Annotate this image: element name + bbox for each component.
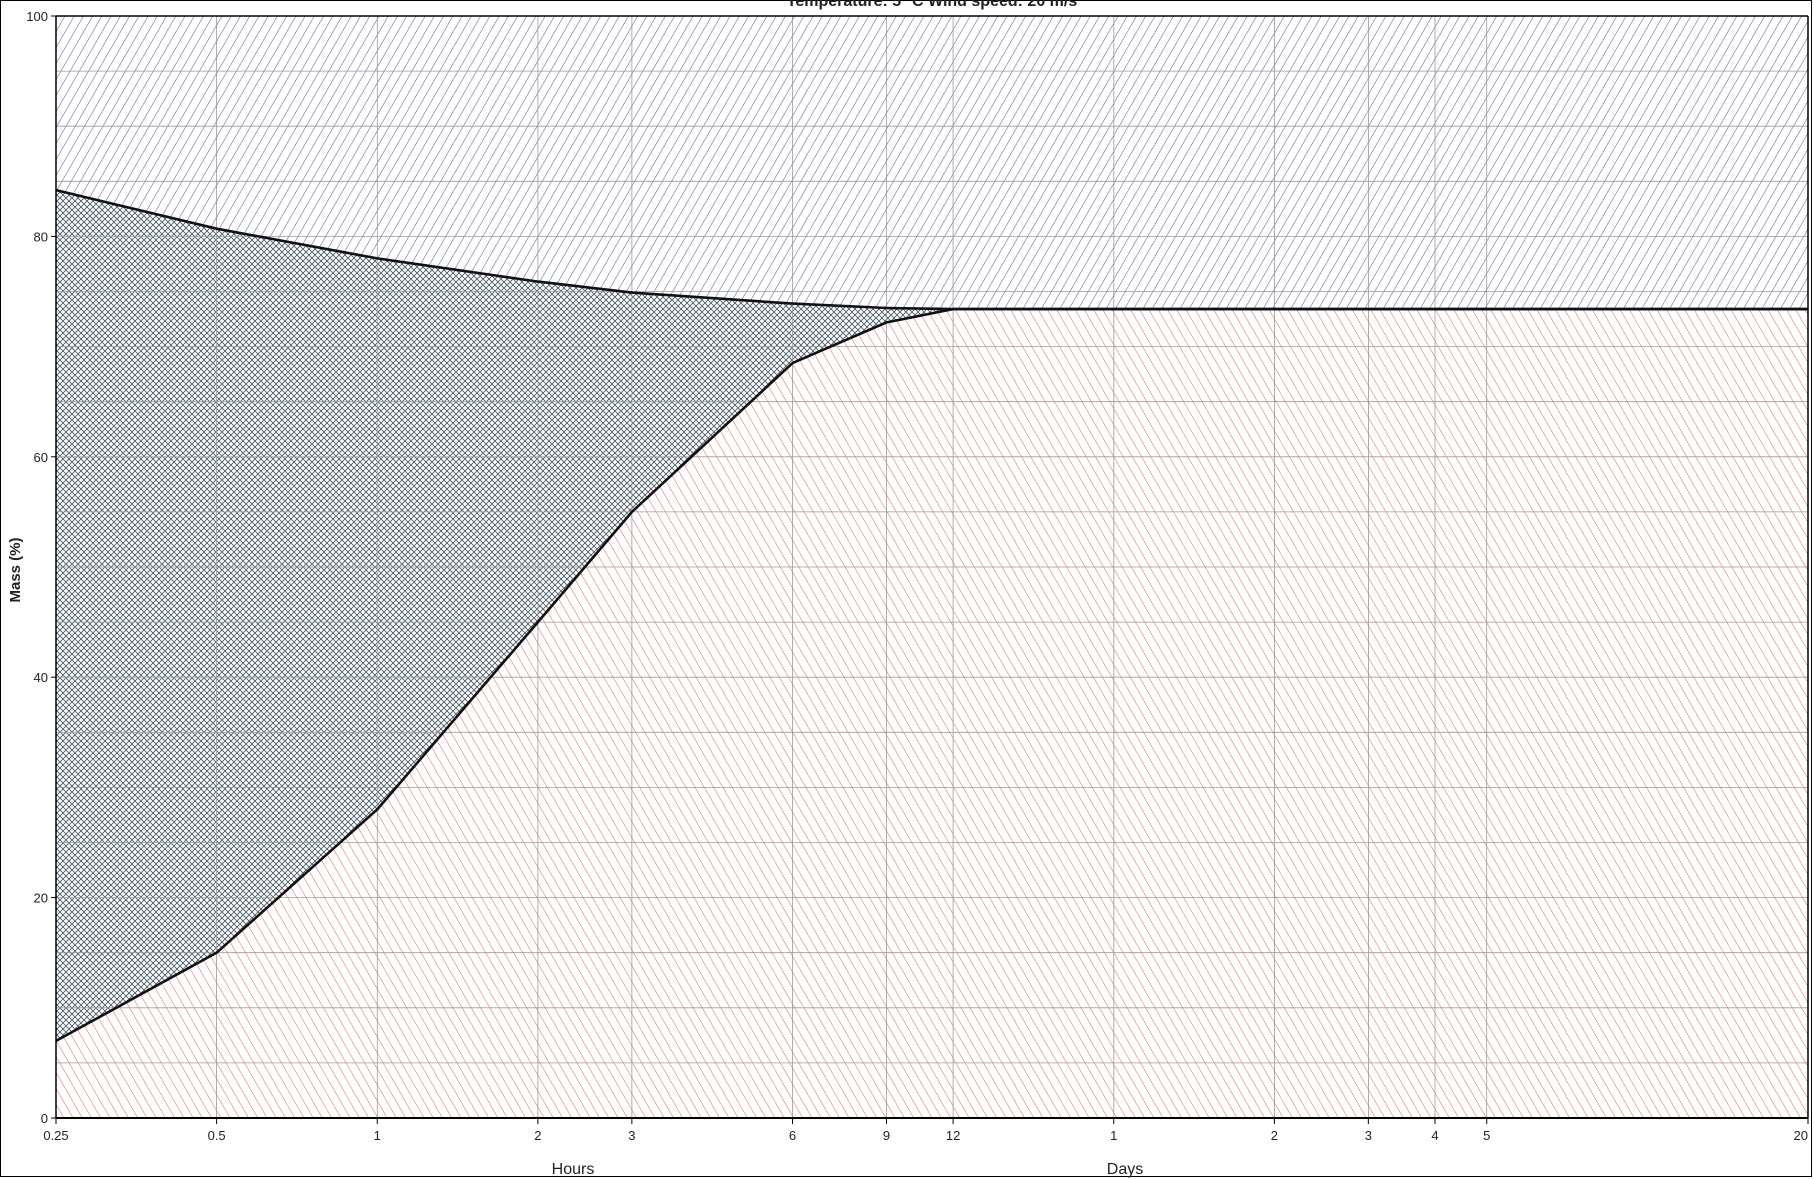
axes	[55, 15, 1809, 1119]
y-tick-label: 0	[41, 1111, 48, 1126]
grid-lines	[55, 16, 1809, 1118]
x-tick-label: 4	[1431, 1128, 1438, 1143]
x-tick-label: 2	[1271, 1128, 1278, 1143]
x-tick-label: 9	[883, 1128, 890, 1143]
x-tick-label: 6	[789, 1128, 796, 1143]
x-tick-label: 2	[534, 1128, 541, 1143]
area-layers	[56, 16, 1808, 1119]
x-tick-label: 0.5	[208, 1128, 226, 1143]
y-tick-labels: 0 20 40 60 80 100	[26, 9, 56, 1126]
y-tick-label: 40	[34, 670, 48, 685]
y-tick-label: 100	[26, 9, 48, 24]
chart-title: Temperature: 5 °C Wind speed: 20 m/s	[787, 0, 1078, 10]
x-tick-label: 5	[1483, 1128, 1490, 1143]
x-tick-label: 3	[628, 1128, 635, 1143]
area-lower	[56, 309, 1808, 1119]
y-tick-label: 60	[34, 450, 48, 465]
y-tick-label: 80	[34, 229, 48, 244]
area-upper	[56, 16, 1808, 310]
y-axis-label: Mass (%)	[7, 537, 24, 602]
boundary-lines	[55, 188, 1808, 1043]
x-tick-label: 20	[1794, 1128, 1808, 1143]
x-tick-label: 12	[946, 1128, 960, 1143]
x-tick-labels: 0.25 0.5 1 2 3 6 9 12 1 2 3 4 5 20	[43, 1118, 1809, 1143]
x-axis-label-days: Days	[1107, 1161, 1143, 1178]
x-tick-label: 3	[1365, 1128, 1372, 1143]
boundary-line-upper	[55, 188, 1808, 311]
area-middle	[56, 190, 1808, 1041]
x-tick-label: 1	[1110, 1128, 1117, 1143]
x-tick-label: 1	[374, 1128, 381, 1143]
y-tick-label: 20	[34, 891, 48, 906]
x-axis-label-hours: Hours	[552, 1161, 595, 1178]
x-tick-label: 0.25	[43, 1128, 68, 1143]
